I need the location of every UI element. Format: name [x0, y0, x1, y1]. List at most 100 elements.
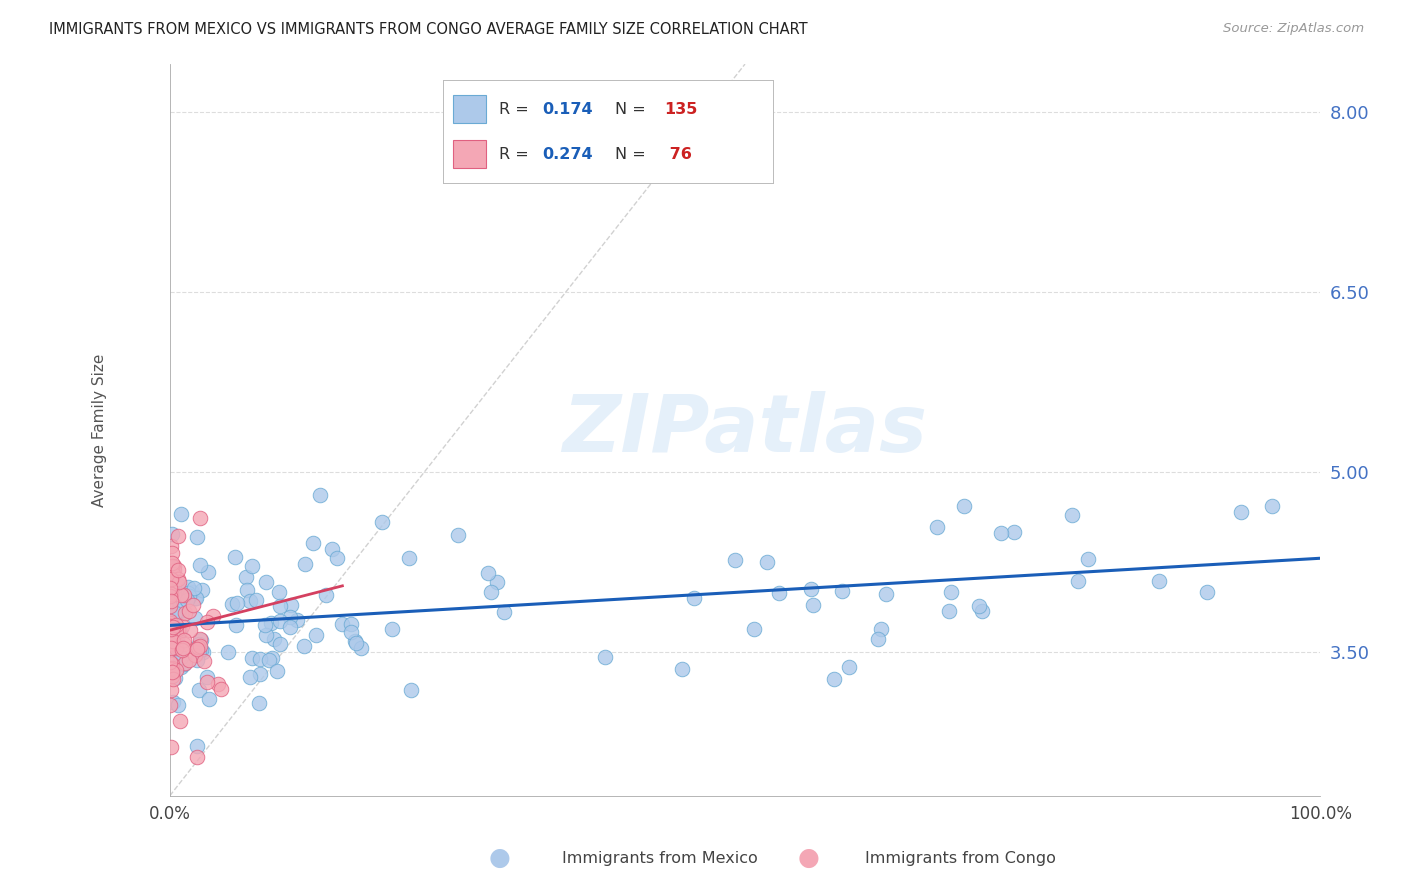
- Point: [187, 637, 209, 651]
- Point: [340, 624, 363, 639]
- Point: [269, 637, 291, 651]
- Point: [240, 558, 263, 573]
- Point: [167, 698, 190, 712]
- Point: [162, 527, 184, 541]
- Point: [756, 555, 779, 569]
- Point: [226, 596, 249, 610]
- Point: [159, 616, 181, 631]
- Point: [187, 640, 209, 655]
- Point: [160, 661, 183, 675]
- Point: [190, 643, 212, 657]
- Point: [159, 698, 181, 712]
- Point: [177, 580, 200, 594]
- Point: [188, 558, 211, 573]
- Point: [162, 620, 184, 634]
- Point: [1230, 506, 1253, 520]
- Point: [768, 586, 790, 600]
- Point: [262, 650, 284, 665]
- Point: [191, 645, 214, 659]
- Point: [1197, 584, 1219, 599]
- Point: [224, 550, 246, 565]
- Point: [184, 591, 207, 605]
- Point: [176, 592, 198, 607]
- Point: [160, 558, 183, 573]
- Point: [173, 636, 195, 650]
- Point: [167, 624, 190, 639]
- Point: [172, 619, 194, 633]
- Point: [724, 553, 747, 567]
- Point: [159, 560, 181, 574]
- Point: [447, 527, 470, 541]
- Point: [370, 516, 392, 530]
- Point: [866, 632, 889, 647]
- Point: [301, 535, 323, 549]
- Point: [269, 599, 291, 614]
- Point: [399, 682, 422, 697]
- Point: [162, 672, 184, 686]
- Point: [162, 633, 184, 648]
- Point: [162, 665, 184, 680]
- Point: [170, 643, 193, 657]
- Point: [188, 632, 211, 647]
- Point: [173, 632, 195, 647]
- Point: [173, 606, 195, 620]
- Point: [159, 569, 181, 583]
- Point: [193, 655, 215, 669]
- Point: [938, 604, 960, 618]
- Point: [266, 665, 288, 679]
- Point: [177, 653, 200, 667]
- Point: [263, 632, 285, 647]
- Point: [249, 666, 271, 681]
- Point: [197, 670, 219, 684]
- Point: [159, 630, 181, 644]
- Point: [160, 546, 183, 560]
- Text: ZIPatlas: ZIPatlas: [562, 391, 928, 469]
- Point: [221, 597, 243, 611]
- Point: [166, 634, 188, 648]
- Point: [167, 575, 190, 590]
- Text: 76: 76: [664, 146, 692, 161]
- Point: [159, 615, 181, 630]
- Point: [344, 634, 367, 648]
- Point: [160, 669, 183, 683]
- Point: [165, 663, 187, 677]
- Point: [184, 611, 207, 625]
- Point: [166, 563, 188, 577]
- Point: [160, 641, 183, 656]
- Point: [485, 575, 508, 590]
- Point: [169, 624, 191, 639]
- Point: [162, 633, 184, 648]
- Point: [172, 641, 194, 656]
- Text: N =: N =: [614, 146, 651, 161]
- Point: [163, 606, 186, 620]
- Point: [165, 591, 187, 605]
- Point: [174, 656, 197, 670]
- Point: [801, 598, 824, 612]
- Point: [160, 587, 183, 601]
- Point: [1147, 574, 1170, 588]
- Point: [169, 600, 191, 615]
- Point: [163, 562, 186, 576]
- Point: [159, 599, 181, 613]
- Point: [179, 589, 201, 603]
- Point: [159, 662, 181, 676]
- Point: [1077, 551, 1099, 566]
- Point: [165, 640, 187, 655]
- Point: [169, 604, 191, 618]
- Point: [209, 681, 232, 696]
- Point: [159, 739, 181, 754]
- Point: [967, 599, 990, 613]
- Point: [257, 653, 280, 667]
- Point: [166, 631, 188, 645]
- Point: [1002, 525, 1025, 540]
- Point: [239, 594, 262, 608]
- Point: [170, 650, 193, 665]
- Point: [280, 619, 302, 633]
- Point: [330, 616, 353, 631]
- Point: [247, 697, 270, 711]
- Point: [159, 539, 181, 553]
- Point: [492, 605, 515, 619]
- Point: [160, 640, 183, 654]
- Point: [159, 637, 181, 651]
- Point: [186, 652, 208, 666]
